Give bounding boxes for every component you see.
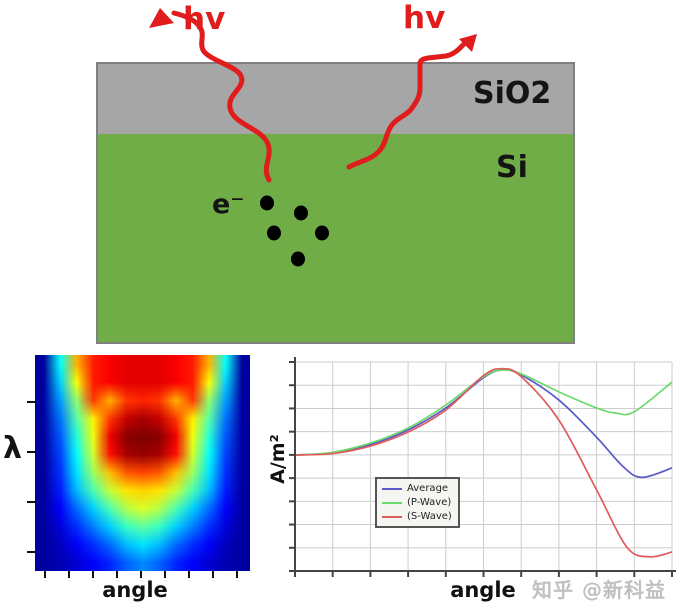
photon-hv-label-left: hv — [183, 1, 226, 37]
wavelength-angle-heatmap — [35, 355, 250, 571]
chart-grid — [294, 361, 673, 572]
electron-dot — [267, 225, 281, 241]
sio2-label: SiO2 — [473, 76, 552, 111]
watermark-zhihu: 知乎 @新科益 — [532, 578, 666, 602]
legend-line-swatch — [382, 515, 402, 518]
legend-label: (P-Wave) — [407, 497, 452, 508]
electron-dot — [291, 251, 305, 267]
series-p-wave — [294, 368, 673, 456]
electron-dot — [315, 225, 329, 241]
electron-dot — [260, 195, 274, 211]
legend-item: (S-Wave) — [382, 511, 452, 522]
photon-hv-label-right: hv — [403, 0, 446, 36]
chart-xlabel-angle: angle — [450, 578, 516, 602]
chart-axes — [289, 357, 676, 577]
legend-item: Average — [382, 483, 452, 494]
chart-ylabel-a-per-m2: A/m² — [267, 434, 289, 484]
series-s-wave — [294, 367, 673, 558]
chart-legend: Average (P-Wave) (S-Wave) — [375, 477, 460, 528]
photon-arrow-right-head — [459, 34, 477, 52]
legend-item: (P-Wave) — [382, 497, 452, 508]
si-label: Si — [496, 150, 528, 185]
photon-arrow-left-head — [149, 8, 174, 28]
legend-label: Average — [407, 483, 449, 494]
legend-line-swatch — [382, 501, 402, 504]
legend-line-swatch — [382, 487, 402, 490]
heatmap-xlabel-angle: angle — [102, 578, 168, 602]
heatmap-ylabel-lambda: λ — [3, 431, 22, 466]
legend-label: (S-Wave) — [407, 511, 452, 522]
polarization-line-chart — [289, 357, 676, 577]
series-average — [294, 368, 673, 479]
electron-dot — [294, 205, 308, 221]
electron-label: e⁻ — [212, 189, 245, 220]
